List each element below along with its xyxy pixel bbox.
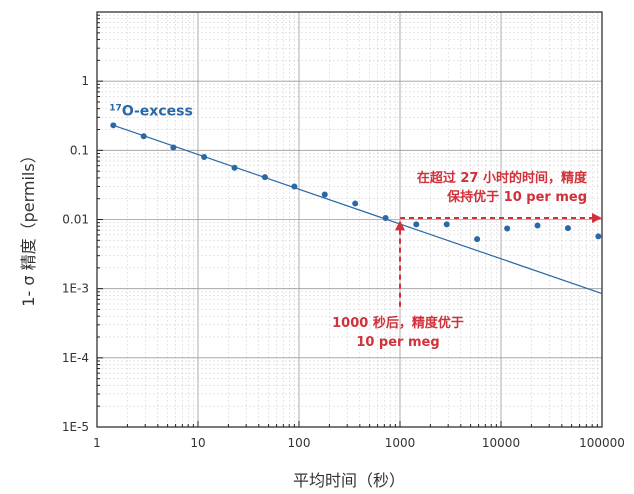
data-points <box>110 122 602 243</box>
x-tick-label: 100000 <box>579 436 625 450</box>
x-axis-title: 平均时间（秒） <box>293 471 405 490</box>
data-point <box>231 164 238 171</box>
data-point <box>140 133 147 140</box>
data-point <box>201 154 208 161</box>
data-point <box>413 221 420 228</box>
annotation-bottom-line1: 1000 秒后，精度优于 <box>332 315 464 331</box>
y-tick-label: 1E-5 <box>62 420 89 434</box>
data-point <box>474 236 481 243</box>
x-tick-labels: 1 10 100 1000 10000 100000 <box>93 436 625 450</box>
y-tick-label: 0.01 <box>62 213 89 227</box>
x-tick-label: 10000 <box>482 436 520 450</box>
annotation-top-line1: 在超过 27 小时的时间，精度 <box>417 170 588 186</box>
data-point <box>291 183 298 190</box>
data-point <box>321 191 328 198</box>
y-tick-label: 1E-4 <box>62 351 89 365</box>
series-label-superscript: 17 <box>109 103 122 113</box>
data-point <box>443 221 450 228</box>
series-label-main: O-excess <box>122 103 193 119</box>
y-tick-label: 1E-3 <box>62 282 89 296</box>
axis-ticks <box>96 14 598 428</box>
data-point <box>110 122 117 129</box>
annotation-bottom-line2: 10 per meg <box>356 335 439 350</box>
y-tick-label: 0.1 <box>70 143 89 157</box>
x-tick-label: 1000 <box>385 436 416 450</box>
y-tick-label: 1 <box>81 74 89 88</box>
data-point <box>504 225 511 232</box>
series-label: 17O-excess <box>109 103 193 119</box>
data-point <box>564 225 571 232</box>
y-tick-labels: 1E-5 1E-4 1E-3 0.01 0.1 1 <box>62 74 89 434</box>
trend-line <box>113 124 603 295</box>
data-point <box>595 233 602 240</box>
data-point <box>261 174 268 181</box>
grid <box>96 12 602 428</box>
annotation-top-line2: 保持优于 10 per meg <box>446 189 587 205</box>
data-point <box>534 222 541 229</box>
data-point <box>170 144 177 151</box>
x-tick-label: 10 <box>190 436 205 450</box>
y-axis-title: 1- σ 精度（permils） <box>19 147 38 306</box>
data-point <box>352 200 359 207</box>
data-point <box>382 215 389 222</box>
x-tick-label: 1 <box>93 436 101 450</box>
x-tick-label: 100 <box>288 436 311 450</box>
